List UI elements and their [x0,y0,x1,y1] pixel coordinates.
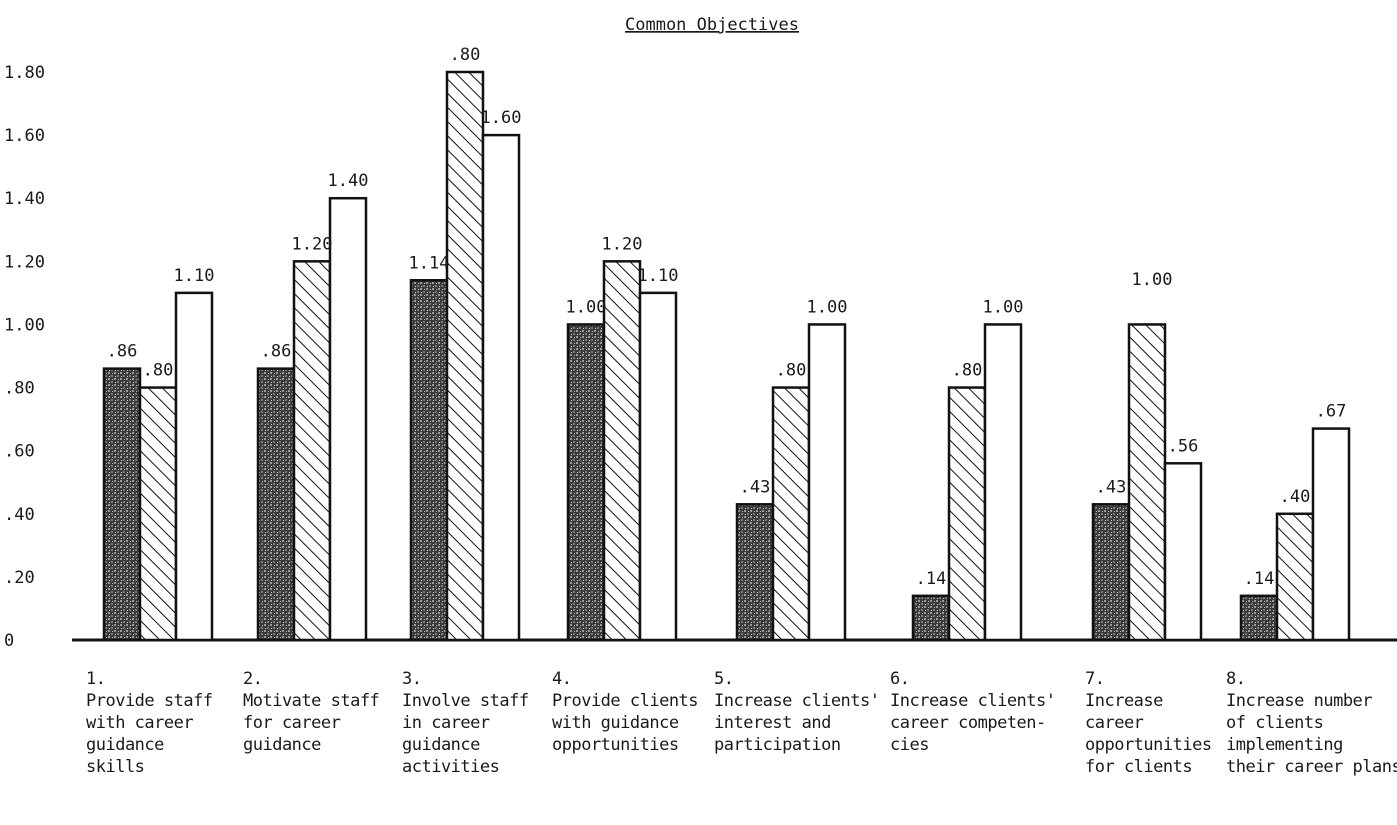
y-tick-label: .80 [4,379,35,399]
bar-open-2 [328,196,368,642]
bar-stipple-4 [566,323,606,642]
value-label: 1.20 [602,234,643,254]
value-label: .86 [261,342,292,362]
category-label-6: 6. Increase clients' career competen- ci… [890,669,1056,755]
category-label-2: 2. Motivate staff for career guidance [243,669,380,755]
bar-stipple-1 [102,367,142,642]
value-label: .14 [916,569,947,589]
bar-open-5 [807,323,847,642]
bar-stipple-7 [1091,503,1131,642]
bar-open-7 [1163,462,1203,642]
bar-open-3 [481,133,521,642]
category-label-7: 7. Increase career opportunities for cli… [1085,669,1212,777]
value-label: 1.00 [807,297,848,317]
y-tick-label: 0 [4,631,14,651]
value-label: .56 [1168,436,1199,456]
value-label: .80 [143,361,174,381]
bar-open-6 [983,323,1023,642]
bar-hatch-5 [771,386,811,642]
value-label: 1.40 [328,171,369,191]
value-label: .43 [1096,477,1127,497]
category-label-4: 4. Provide clients with guidance opportu… [552,669,699,755]
bar-hatch-4 [602,260,642,642]
y-tick-label: .60 [4,442,35,462]
bar-open-4 [638,291,678,642]
value-labels: .86 .86 1.14 1.00 .43 .14 .43 .14 .80 1.20 .80 1.20… [107,45,1347,589]
y-tick-label: 1.40 [4,189,45,209]
bar-hatch-8 [1275,512,1315,642]
bar-stipple-6 [911,594,951,642]
value-label: .43 [740,477,771,497]
category-label-3: 3. Involve staff in career guidance acti… [402,669,529,777]
bar-stipple-3 [409,279,449,642]
y-tick-label: .40 [4,505,35,525]
bar-open-8 [1311,427,1351,642]
bar-stipple-5 [735,503,775,642]
y-tick-label: 1.60 [4,126,45,146]
value-label: 1.10 [638,266,679,286]
bar-stipple-2 [256,367,296,642]
category-label-5: 5. Increase clients' interest and partic… [714,669,880,755]
value-label: .86 [107,342,138,362]
value-label-top: 1.00 [1132,270,1173,290]
value-label: .80 [952,361,983,381]
bar-stipple-8 [1239,594,1279,642]
category-label-1: 1. Provide staff with career guidance sk… [86,669,213,777]
y-tick-label: 1.80 [4,63,45,83]
bar-hatch-7 [1127,323,1167,642]
bar-open-1 [174,291,214,642]
y-axis-tick-labels: 0 .20 .40 .60 .80 1.00 1.20 1.40 1.60 1.80 [4,63,45,651]
value-label: .40 [1280,487,1311,507]
chart-title: Common Objectives [625,15,799,35]
value-label: .80 [776,361,807,381]
bar-hatch-6 [947,386,987,642]
category-label-8: 8. Increase number of clients implementi… [1226,669,1397,777]
value-label: 1.00 [566,297,607,317]
value-label: .80 [450,45,481,65]
bar-hatch-2 [292,260,332,642]
value-label: .14 [1244,569,1275,589]
value-label: 1.10 [174,266,215,286]
value-label: .67 [1316,402,1347,422]
bar-hatch-1 [138,386,178,642]
y-tick-label: 1.20 [4,252,45,272]
bars [102,70,1351,642]
y-tick-label: 1.00 [4,315,45,335]
bar-hatch-3 [445,70,485,642]
value-label: 1.00 [983,297,1024,317]
y-tick-label: .20 [4,568,35,588]
value-label: 1.60 [481,108,522,128]
value-label: 1.20 [292,234,333,254]
value-label: 1.14 [409,253,450,273]
